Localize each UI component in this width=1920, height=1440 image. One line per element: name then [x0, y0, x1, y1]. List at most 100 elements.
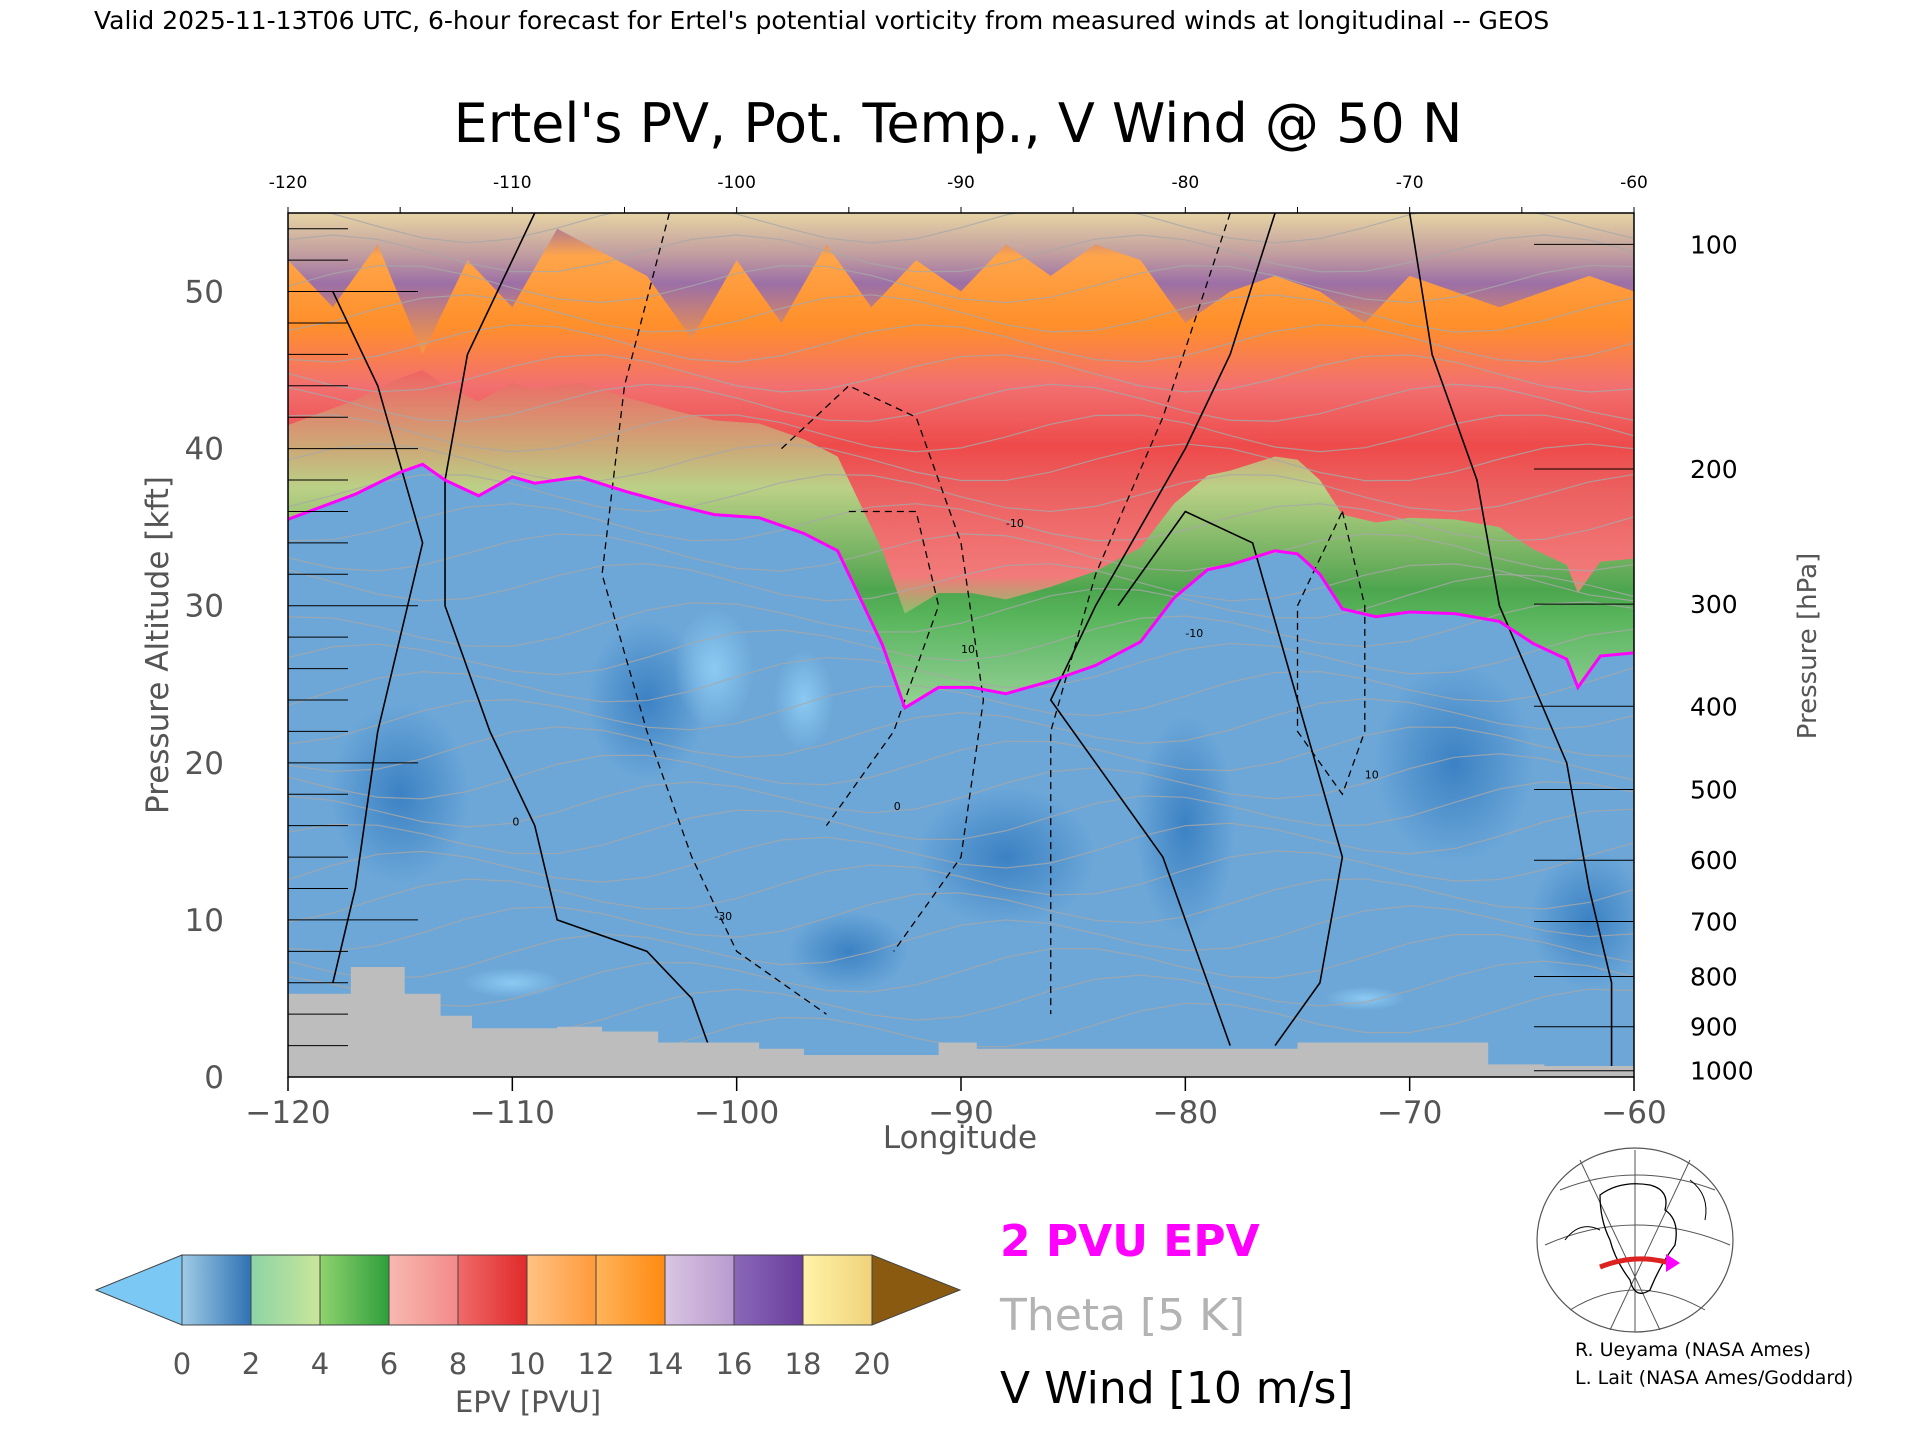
colorbar-tick: 10	[509, 1347, 546, 1381]
y-tick-label: 0	[204, 1060, 224, 1096]
theta-contour-line	[288, 905, 1634, 980]
header-text: Valid 2025-11-13T06 UTC, 6-hour forecast…	[94, 6, 1549, 35]
x-axis-top: -120 -110 -100 -90 -80 -70 -60	[269, 173, 1648, 213]
theta-contour-line	[288, 383, 1634, 423]
top-x-tick-label: -60	[1620, 173, 1648, 193]
colorbar-tick: 2	[242, 1347, 260, 1381]
chart-title: Ertel's PV, Pot. Temp., V Wind @ 50 N	[454, 92, 1463, 155]
theta-contour-line	[288, 842, 1634, 923]
v-wind-contour-label: -30	[714, 910, 732, 923]
v-wind-dashed-contour	[825, 510, 940, 827]
v-wind-contour-label: 10	[1365, 769, 1379, 782]
pressure-tick-label: 300	[1690, 590, 1738, 619]
theta-contour-line	[288, 234, 1634, 273]
v-wind-solid-contour	[332, 291, 424, 983]
theta-contour-line	[288, 878, 1634, 952]
v-wind-contour-label: 0	[894, 800, 901, 813]
v-wind-solid-contour	[1049, 213, 1276, 1046]
top-x-tick-label: -90	[947, 173, 975, 193]
theta-contour-line	[288, 294, 1634, 333]
colorbar-over-arrow	[871, 1254, 962, 1326]
top-x-tick-label: -100	[717, 173, 756, 193]
colorbar-segment	[250, 1254, 321, 1326]
tropopause-band	[288, 370, 1634, 708]
y-axis-right: 100 200 300 400 500 600 700 800 900 1000	[1534, 230, 1754, 1086]
pressure-tick-label: 500	[1690, 776, 1738, 805]
epv-colorbar	[94, 1254, 962, 1326]
colorbar-tick-labels: 0 2 4 6 8 10 12 14 16 18 20	[173, 1347, 891, 1381]
credit-lait: L. Lait (NASA Ames/Goddard)	[1575, 1367, 1853, 1389]
theta-contour-line	[288, 667, 1634, 745]
dark-blue-patch	[1529, 849, 1634, 990]
x-axis-label: Longitude	[883, 1120, 1037, 1156]
pressure-tick-label: 900	[1690, 1013, 1738, 1042]
v-wind-solid-contour	[444, 213, 715, 1062]
x-tick-label: −110	[470, 1095, 555, 1131]
y-tick-label: 30	[185, 589, 224, 625]
v-wind-dashed-contour	[781, 385, 985, 952]
v-wind-contour-label: 0	[512, 816, 519, 829]
pressure-tick-label: 700	[1690, 907, 1738, 936]
colorbar-tick: 14	[647, 1347, 684, 1381]
light-blue-patch	[674, 608, 755, 729]
x-tick-label: −90	[928, 1095, 993, 1131]
colorbar-segment	[388, 1254, 459, 1326]
stratosphere-top-band	[288, 213, 1634, 355]
x-tick-label: −70	[1377, 1095, 1442, 1131]
theta-contour-line	[288, 473, 1634, 513]
x-tick-label: −120	[245, 1095, 330, 1131]
y-tick-label: 40	[185, 432, 224, 468]
x-axis-bottom: −120 −110 −100 −90 −80 −70 −60	[245, 1077, 1667, 1131]
theta-contour-line	[288, 533, 1634, 572]
v-wind-contours: 0 10 -10 -30 0 10 -10	[332, 213, 1613, 1077]
dark-blue-patch	[330, 704, 471, 885]
colorbar-segment	[181, 1254, 252, 1326]
location-map	[1536, 1147, 1734, 1333]
theta-contour-line	[288, 503, 1634, 542]
orography-mask	[288, 967, 1634, 1077]
colorbar-tick: 12	[578, 1347, 615, 1381]
theta-contour-line	[288, 628, 1634, 706]
x-tick-label: −80	[1153, 1095, 1218, 1131]
top-x-tick-label: -70	[1396, 173, 1424, 193]
v-wind-contour-label: -10	[1185, 627, 1203, 640]
colorbar-tick: 20	[854, 1347, 891, 1381]
dark-blue-patch	[788, 911, 909, 992]
colorbar-segment	[595, 1254, 666, 1326]
theta-contour-line	[288, 414, 1634, 453]
pressure-tick-label: 400	[1690, 692, 1738, 721]
legend-2pvu: 2 PVU EPV	[1000, 1216, 1260, 1267]
theta-contour-line	[288, 697, 1634, 773]
legend-theta: Theta [5 K]	[999, 1290, 1245, 1341]
y2-axis-label: Pressure [hPa]	[1793, 553, 1823, 740]
pressure-tick-label: 200	[1690, 455, 1738, 484]
credit-ueyama: R. Ueyama (NASA Ames)	[1575, 1339, 1811, 1361]
colorbar-segment	[526, 1254, 597, 1326]
theta-contour-line	[288, 563, 1634, 602]
dark-blue-patch	[1374, 662, 1535, 863]
legend-vwind: V Wind [10 m/s]	[1000, 1363, 1354, 1414]
y-tick-label: 50	[185, 275, 224, 311]
theta-contour-line	[288, 354, 1634, 393]
y-tick-label: 20	[185, 746, 224, 782]
two-pvu-contour	[287, 462, 1635, 711]
colorbar-segment	[319, 1254, 390, 1326]
theta-contour-line	[288, 808, 1634, 883]
x-tick-label: −100	[694, 1095, 779, 1131]
v-wind-contour-label: 10	[961, 643, 975, 656]
top-x-tick-label: -120	[269, 173, 308, 193]
v-wind-dashed-contour	[1296, 511, 1366, 796]
colorbar-label: EPV [PVU]	[455, 1385, 601, 1419]
theta-contour-line	[288, 324, 1634, 363]
dark-blue-patch	[915, 787, 1096, 928]
light-blue-patch	[773, 649, 834, 750]
theta-contour-line	[288, 781, 1634, 855]
theta-contour-line	[288, 753, 1634, 828]
theta-contour-line	[288, 601, 1634, 676]
pressure-tick-label: 600	[1690, 846, 1738, 875]
top-x-tick-label: -80	[1171, 173, 1199, 193]
v-wind-solid-contour	[1408, 213, 1613, 1077]
colorbar-tick: 6	[380, 1347, 398, 1381]
y-axis-label: Pressure Altitude [kft]	[140, 476, 176, 814]
